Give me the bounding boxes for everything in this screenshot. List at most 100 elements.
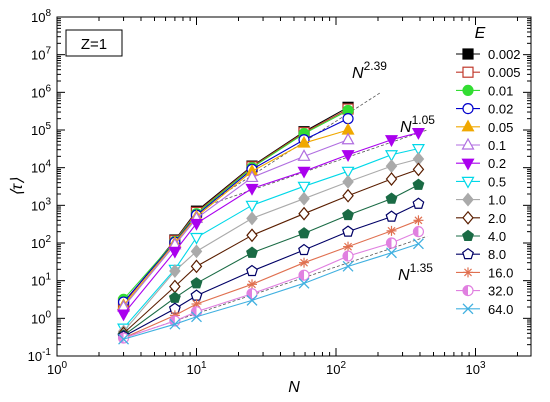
- x-tick-label: 103: [465, 360, 485, 377]
- series-line: [123, 158, 419, 332]
- panel-label-box: Z=1: [65, 29, 123, 57]
- data-point: [190, 259, 203, 274]
- legend-marker: [462, 48, 474, 60]
- data-point: [342, 208, 354, 221]
- legend-title: E: [475, 25, 486, 42]
- series-0.1: [117, 132, 355, 312]
- data-point: [246, 246, 258, 258]
- panel-label: Z=1: [81, 36, 107, 53]
- data-point: [385, 237, 398, 249]
- data-point: [297, 181, 311, 194]
- series-line: [123, 139, 349, 308]
- y-tick-label: 10-1: [28, 347, 52, 364]
- marker-stroke: [464, 268, 472, 277]
- y-tick-label: 106: [31, 83, 51, 100]
- legend-label: 0.005: [488, 65, 521, 80]
- data-point: [412, 162, 425, 177]
- data-point: [245, 200, 259, 213]
- legend-marker: [462, 102, 474, 115]
- data-point: [385, 159, 398, 174]
- data-point: [297, 135, 311, 148]
- y-tick-label: 101: [31, 272, 51, 289]
- data-point: [343, 241, 354, 252]
- legend-label: 0.02: [488, 102, 513, 117]
- data-point: [298, 191, 310, 206]
- legend-label: 4.0: [488, 229, 506, 244]
- legend-entry: 0.2: [456, 156, 506, 171]
- series-0.2: [117, 128, 425, 322]
- series-16.0: [118, 215, 424, 344]
- y-tick-label: 107: [31, 46, 51, 63]
- legend-entry: 64.0: [456, 302, 513, 317]
- series-2.0: [117, 162, 425, 341]
- data-point: [298, 277, 310, 289]
- data-point: [342, 225, 354, 237]
- data-point: [189, 232, 204, 245]
- legend-marker: [462, 66, 474, 78]
- marker-stroke: [386, 247, 397, 259]
- marker-stroke: [246, 294, 258, 306]
- legend-entry: 4.0: [456, 229, 506, 244]
- data-point: [341, 150, 355, 163]
- data-point: [341, 122, 355, 135]
- data-point: [191, 311, 202, 323]
- legend-entry: 0.01: [456, 83, 513, 98]
- legend-entry: 8.0: [456, 247, 506, 262]
- legend-marker: [462, 285, 474, 297]
- data-point: [169, 264, 181, 278]
- legend-entry: 0.005: [456, 65, 521, 80]
- data-point: [341, 166, 355, 179]
- legend-marker: [461, 176, 475, 189]
- legend-marker: [461, 137, 475, 150]
- plot-area: N2.39 N1.05 N1.35: [117, 59, 435, 345]
- data-point: [169, 318, 181, 330]
- legend-entry: 0.05: [456, 119, 513, 135]
- data-point: [190, 244, 203, 259]
- y-tick-label: 108: [31, 8, 51, 25]
- series-4.0: [117, 178, 425, 341]
- data-point: [297, 149, 311, 161]
- marker-stroke: [414, 216, 423, 225]
- series-line: [123, 203, 419, 337]
- data-point: [246, 294, 258, 306]
- legend-entry: 2.0: [456, 211, 506, 226]
- marker-stroke: [118, 333, 130, 345]
- legend-label: 2.0: [488, 211, 506, 226]
- legend-label: 64.0: [488, 302, 513, 317]
- data-point: [245, 170, 259, 183]
- marker-stroke: [169, 318, 181, 330]
- data-point: [386, 247, 397, 259]
- marker-half-fill: [343, 251, 349, 262]
- legend: E 0.002 0.005 0.01 0.02 0.05 0.1 0.2 0.5 1.0 2.0 4…: [456, 25, 521, 317]
- data-point: [297, 166, 311, 179]
- legend-label: 0.1: [488, 138, 506, 153]
- x-tick-label: 101: [186, 360, 206, 377]
- legend-marker: [461, 158, 475, 171]
- series-64.0: [118, 238, 424, 345]
- legend-marker: [462, 84, 474, 97]
- data-point: [245, 183, 259, 196]
- series-line: [123, 118, 349, 303]
- marker-stroke: [300, 258, 308, 267]
- data-point: [342, 174, 354, 189]
- data-point: [385, 192, 398, 204]
- data-point: [298, 243, 310, 256]
- y-tick-label: 100: [31, 309, 51, 326]
- y-tick-label: 103: [31, 196, 51, 213]
- y-tick-label: 104: [31, 159, 51, 176]
- legend-entry: 0.1: [456, 137, 506, 153]
- series-0.05: [117, 122, 355, 311]
- series-line: [123, 231, 419, 339]
- data-point: [168, 291, 181, 303]
- legend-entry: 0.5: [456, 174, 506, 189]
- y-axis-title: ⟨τ⟩: [9, 177, 26, 196]
- data-point: [189, 218, 204, 231]
- series-line: [123, 132, 419, 315]
- legend-label: 1.0: [488, 193, 506, 208]
- marker-half-fill: [463, 285, 468, 296]
- legend-entry: 1.0: [456, 193, 506, 208]
- data-point: [246, 211, 258, 226]
- series-line: [123, 168, 419, 334]
- data-point: [342, 250, 354, 262]
